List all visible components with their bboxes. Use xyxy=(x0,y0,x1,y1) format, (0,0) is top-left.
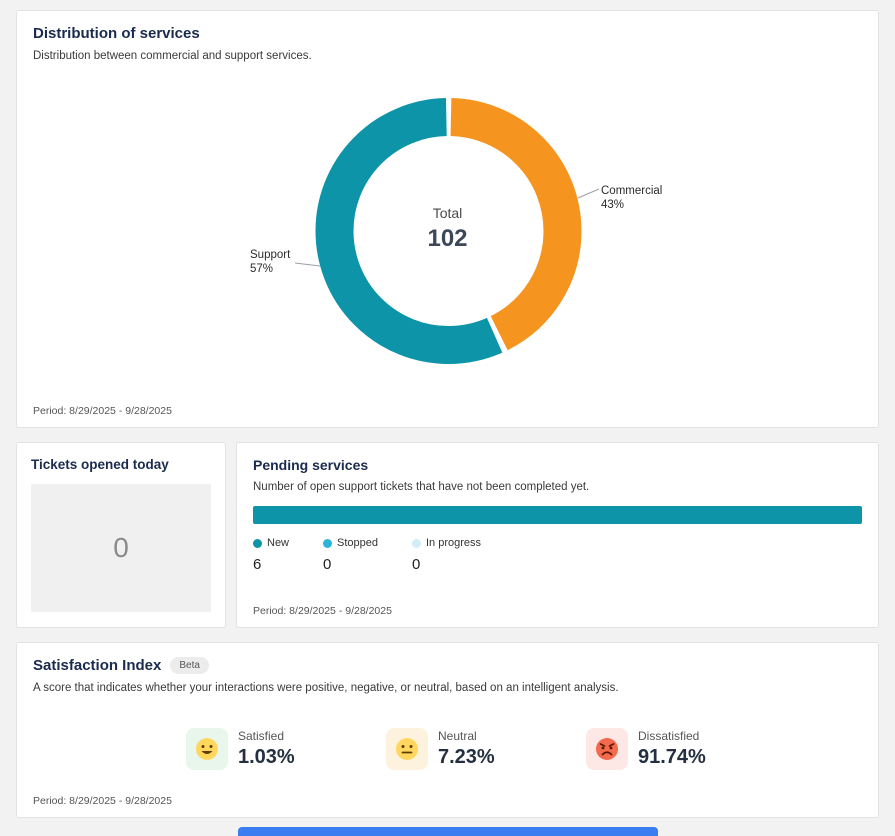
support-slice-label: Support 57% xyxy=(250,248,290,277)
stat-label: Satisfied xyxy=(238,729,285,743)
support-percent: 57% xyxy=(250,263,274,276)
smile-face-icon xyxy=(196,738,218,760)
satisfied-emoji-tile xyxy=(186,728,228,770)
legend-item-new[interactable]: New 6 xyxy=(253,537,289,573)
legend-value: 0 xyxy=(412,556,421,573)
legend-label: Stopped xyxy=(337,537,378,549)
distribution-chart-area: Total 102 Commercial 43% Support 57% xyxy=(33,66,862,376)
commercial-leader-line xyxy=(577,188,600,199)
angry-face-icon xyxy=(596,738,618,760)
neutral-emoji-tile xyxy=(386,728,428,770)
stat-label: Neutral xyxy=(438,729,477,743)
pending-services-card: Pending services Number of open support … xyxy=(236,442,879,628)
stat-label: Dissatisfied xyxy=(638,729,700,743)
donut-chart xyxy=(294,98,600,364)
beta-badge: Beta xyxy=(170,657,209,674)
satisfaction-period: Period: 8/29/2025 - 9/28/2025 xyxy=(33,795,172,807)
donut-slice-support[interactable] xyxy=(315,98,582,364)
commercial-name: Commercial xyxy=(601,185,663,197)
pending-legend: New 6 Stopped 0 In progress 0 xyxy=(253,537,862,573)
tickets-count-value: 0 xyxy=(113,532,129,563)
bottom-cutoff-widget[interactable] xyxy=(238,827,658,836)
new-dot-icon xyxy=(253,538,262,548)
distribution-card: Distribution of services Distribution be… xyxy=(16,10,879,428)
satisfaction-title: Satisfaction Index xyxy=(33,657,162,674)
support-name: Support xyxy=(250,249,291,261)
distribution-title: Distribution of services xyxy=(33,25,200,42)
stat-value: 1.03% xyxy=(238,746,295,768)
legend-value: 6 xyxy=(253,556,262,573)
stat-value: 91.74% xyxy=(638,746,706,768)
commercial-percent: 43% xyxy=(601,199,625,212)
legend-value: 0 xyxy=(323,556,332,573)
stopped-dot-icon xyxy=(323,538,333,548)
satisfied-stat: Satisfied 1.03% xyxy=(186,728,295,770)
support-leader-line xyxy=(294,262,321,267)
satisfaction-index-card: Satisfaction Index Beta A score that ind… xyxy=(16,642,879,818)
donut-total-label: Total xyxy=(432,205,463,221)
donut-slice-commercial[interactable] xyxy=(315,98,582,364)
tickets-opened-card: Tickets opened today 0 xyxy=(16,442,226,628)
dissatisfied-emoji-tile xyxy=(586,728,628,770)
legend-item-stopped[interactable]: Stopped 0 xyxy=(323,537,378,573)
pending-subtitle: Number of open support tickets that have… xyxy=(253,481,590,493)
donut-center: Total 102 xyxy=(427,205,467,253)
tickets-title: Tickets opened today xyxy=(31,457,169,472)
legend-label: New xyxy=(267,537,290,549)
pending-title: Pending services xyxy=(253,457,369,473)
legend-label: In progress xyxy=(426,537,482,549)
commercial-slice-label: Commercial 43% xyxy=(601,184,662,213)
distribution-subtitle: Distribution between commercial and supp… xyxy=(33,50,312,62)
legend-item-in-progress[interactable]: In progress 0 xyxy=(412,537,481,573)
donut-total-value: 102 xyxy=(427,225,468,252)
satisfaction-subtitle: A score that indicates whether your inte… xyxy=(33,682,619,694)
pending-period: Period: 8/29/2025 - 9/28/2025 xyxy=(253,605,392,617)
tickets-count-box: 0 xyxy=(31,484,211,612)
dissatisfied-stat: Dissatisfied 91.74% xyxy=(586,728,706,770)
neutral-face-icon xyxy=(396,738,418,760)
pending-bar-track xyxy=(253,506,862,524)
stat-value: 7.23% xyxy=(438,746,495,768)
in-progress-dot-icon xyxy=(412,538,421,548)
pending-bar[interactable] xyxy=(253,506,862,524)
distribution-period: Period: 8/29/2025 - 9/28/2025 xyxy=(33,405,172,417)
neutral-stat: Neutral 7.23% xyxy=(386,728,495,770)
